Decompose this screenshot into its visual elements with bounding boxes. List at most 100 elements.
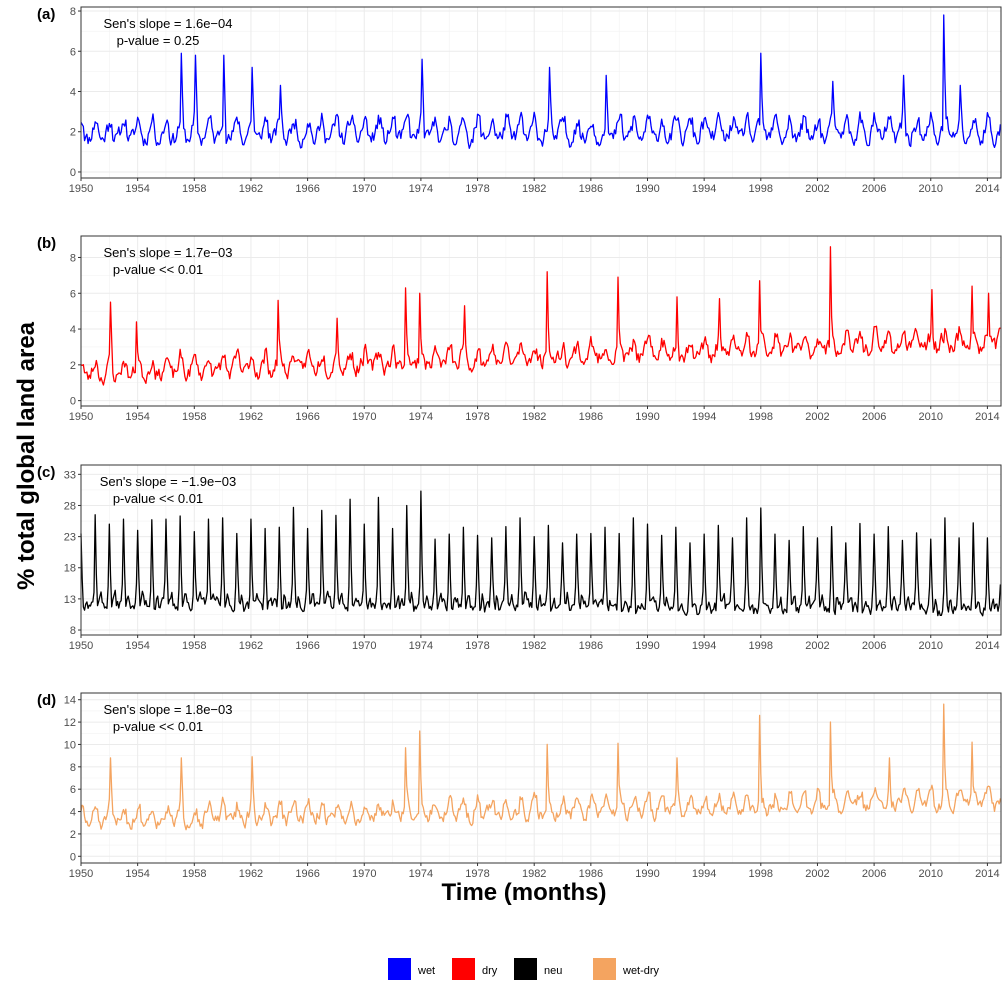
legend-swatch-wet-dry	[593, 958, 616, 980]
panel-wet: 0 2 4 6 8 1950 1954 1958 1962 1966 1970 1974 1978 198…	[37, 6, 1001, 195]
sens-slope-text: Sen's slope = 1.6e−04	[104, 16, 233, 31]
legend: wet dry neu wet-dry	[388, 958, 660, 980]
legend-label-dry: dry	[482, 965, 498, 977]
panels: 0 2 4 6 8 1950 1954 1958 1962 1966 1970 1974 1978 198…	[37, 6, 1001, 880]
y-tick-label: 0	[70, 851, 76, 863]
y-tick-label: 2	[70, 360, 76, 372]
legend-label-neu: neu	[544, 965, 562, 977]
x-tick-label: 1978	[465, 183, 489, 195]
panel-border	[81, 236, 1001, 406]
x-tick-label: 2010	[919, 868, 943, 880]
x-tick-label: 1954	[125, 411, 149, 423]
y-tick-label: 0	[70, 396, 76, 408]
x-tick-label: 2010	[919, 183, 943, 195]
panel-border	[81, 7, 1001, 178]
x-tick-label: 2010	[919, 411, 943, 423]
x-tick-label: 1970	[352, 640, 376, 652]
x-tick-label: 1966	[295, 868, 319, 880]
x-tick-label: 1998	[749, 640, 773, 652]
x-tick-label: 1970	[352, 868, 376, 880]
x-tick-label: 1994	[692, 868, 716, 880]
p-value-text: p-value = 0.25	[117, 33, 200, 48]
x-tick-label: 1990	[635, 411, 659, 423]
x-tick-label: 1954	[125, 640, 149, 652]
x-tick-label: 1958	[182, 183, 206, 195]
panel-tag: (a)	[37, 6, 55, 23]
sens-slope-text: Sen's slope = −1.9e−03	[100, 474, 237, 489]
x-tick-label: 1986	[579, 411, 603, 423]
panel-tag: (b)	[37, 235, 56, 252]
y-tick-label: 13	[64, 594, 76, 606]
x-tick-label: 1994	[692, 640, 716, 652]
y-tick-label: 2	[70, 829, 76, 841]
x-tick-label: 1998	[749, 411, 773, 423]
x-tick-label: 2006	[862, 868, 886, 880]
x-tick-label: 1982	[522, 640, 546, 652]
x-tick-label: 2014	[975, 640, 999, 652]
y-tick-label: 14	[64, 695, 76, 707]
y-tick-label: 2	[70, 127, 76, 139]
y-tick-label: 6	[70, 46, 76, 58]
x-tick-label: 1970	[352, 411, 376, 423]
x-tick-label: 2002	[805, 640, 829, 652]
x-tick-label: 2002	[805, 183, 829, 195]
x-tick-label: 1962	[239, 411, 263, 423]
y-tick-label: 8	[70, 762, 76, 774]
x-tick-label: 2014	[975, 411, 999, 423]
x-tick-label: 1950	[69, 868, 93, 880]
x-tick-label: 1950	[69, 183, 93, 195]
x-tick-label: 1950	[69, 411, 93, 423]
series-line-wet	[81, 15, 1000, 148]
x-tick-label: 1966	[295, 183, 319, 195]
y-tick-label: 8	[70, 6, 76, 18]
x-tick-label: 1978	[465, 640, 489, 652]
x-tick-label: 1974	[409, 640, 433, 652]
x-tick-label: 1994	[692, 183, 716, 195]
y-tick-label: 4	[70, 86, 76, 98]
sens-slope-text: Sen's slope = 1.8e−03	[104, 702, 233, 717]
legend-swatch-neu	[514, 958, 537, 980]
x-tick-label: 1958	[182, 640, 206, 652]
x-tick-label: 1986	[579, 640, 603, 652]
y-tick-label: 4	[70, 324, 76, 336]
x-tick-label: 1958	[182, 411, 206, 423]
x-tick-label: 2014	[975, 183, 999, 195]
x-tick-label: 1974	[409, 183, 433, 195]
x-tick-label: 2002	[805, 411, 829, 423]
x-tick-label: 1962	[239, 640, 263, 652]
x-tick-label: 2006	[862, 411, 886, 423]
x-tick-label: 1974	[409, 411, 433, 423]
x-tick-label: 1962	[239, 868, 263, 880]
panel-neu: 8 13 18 23 28 33 1950 1954 1958 1962 1966 1970 1974 1…	[37, 464, 1001, 652]
x-tick-label: 1994	[692, 411, 716, 423]
y-tick-label: 28	[64, 500, 76, 512]
x-tick-label: 1966	[295, 640, 319, 652]
panel-tag: (d)	[37, 692, 56, 709]
x-tick-label: 1998	[749, 868, 773, 880]
x-tick-label: 1990	[635, 183, 659, 195]
y-tick-label: 33	[64, 469, 76, 481]
x-tick-label: 1950	[69, 640, 93, 652]
y-axis-title: % total global land area	[13, 321, 40, 590]
y-tick-label: 6	[70, 288, 76, 300]
legend-swatch-dry	[452, 958, 475, 980]
x-tick-label: 1982	[522, 411, 546, 423]
x-tick-label: 2006	[862, 183, 886, 195]
sens-slope-text: Sen's slope = 1.7e−03	[104, 245, 233, 260]
y-tick-label: 18	[64, 563, 76, 575]
x-tick-label: 1978	[465, 411, 489, 423]
legend-label-wet: wet	[417, 965, 435, 977]
y-tick-label: 4	[70, 807, 76, 819]
x-tick-label: 1986	[579, 183, 603, 195]
x-tick-label: 1970	[352, 183, 376, 195]
y-tick-label: 8	[70, 252, 76, 264]
x-tick-label: 1982	[522, 183, 546, 195]
x-tick-label: 1998	[749, 183, 773, 195]
x-axis-title: Time (months)	[442, 879, 607, 906]
p-value-text: p-value << 0.01	[113, 491, 203, 506]
x-tick-label: 2002	[805, 868, 829, 880]
y-tick-label: 23	[64, 532, 76, 544]
x-tick-label: 1954	[125, 868, 149, 880]
x-tick-label: 1962	[239, 183, 263, 195]
